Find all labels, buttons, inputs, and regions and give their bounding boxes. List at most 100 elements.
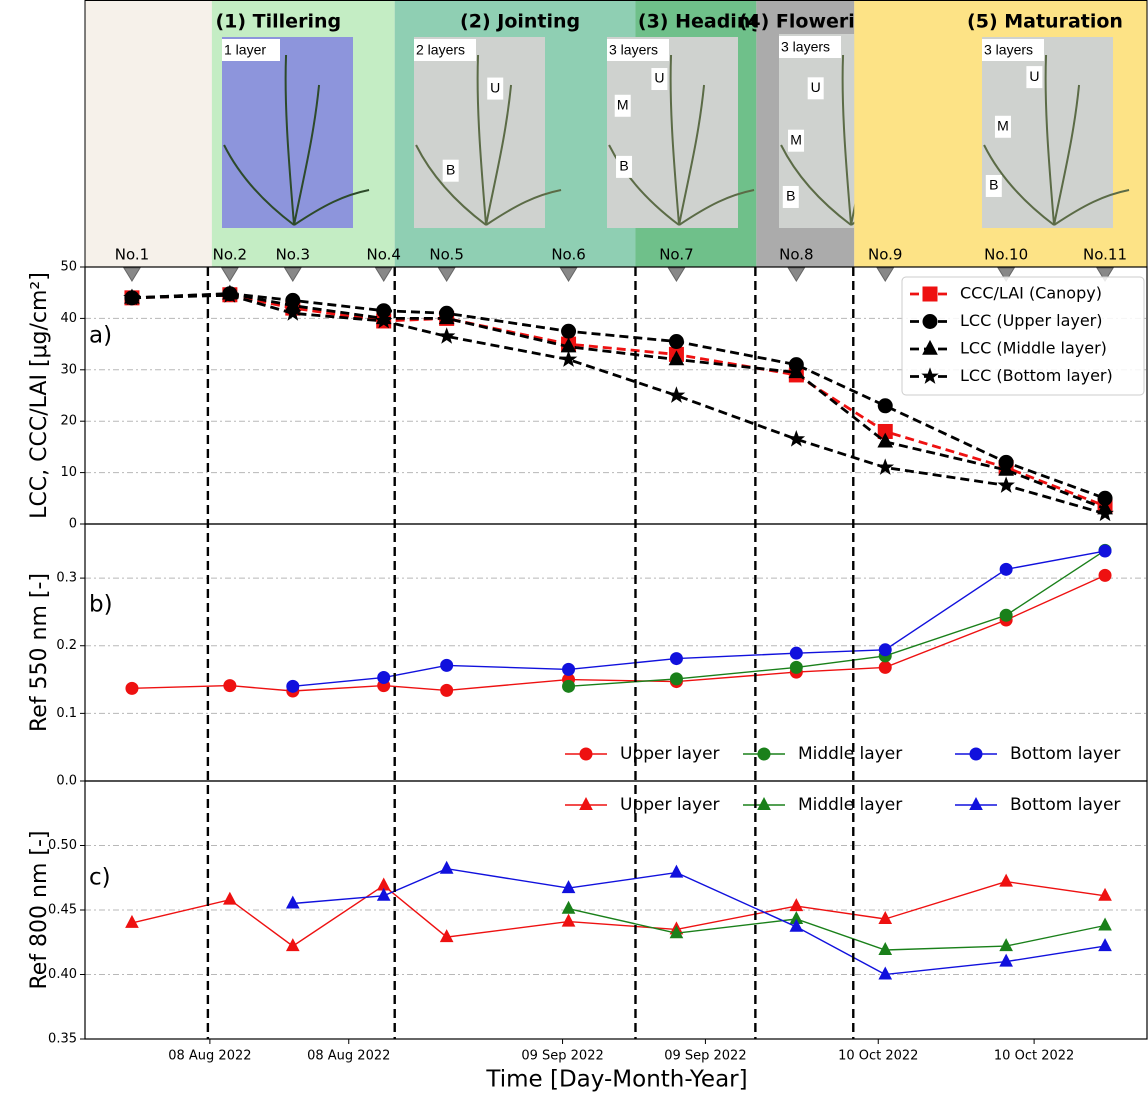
x-tick-label: 10 Oct 2022 bbox=[994, 1049, 1074, 1064]
y-tick-label: 0.50 bbox=[48, 838, 77, 853]
marker bbox=[878, 399, 892, 413]
y-tick-label: 0.0 bbox=[56, 774, 77, 789]
sample-label: No.3 bbox=[276, 246, 310, 264]
marker bbox=[1000, 609, 1012, 621]
photo-letter: U bbox=[811, 79, 821, 95]
y-tick-label: 0.40 bbox=[48, 967, 77, 982]
photo-letter: U bbox=[490, 79, 500, 95]
marker bbox=[669, 388, 684, 402]
marker bbox=[1099, 545, 1111, 557]
plot-layer: 01020304050LCC, CCC/LAI [μg/cm²]a)No.1No… bbox=[27, 246, 1147, 1093]
panel-label: c) bbox=[89, 865, 111, 891]
marker bbox=[580, 798, 592, 809]
y-tick-label: 0.1 bbox=[56, 706, 77, 721]
y-tick-label: 40 bbox=[60, 311, 77, 326]
marker bbox=[879, 661, 891, 673]
legend-label: Bottom layer bbox=[1010, 744, 1120, 764]
y-tick-label: 0.3 bbox=[56, 571, 77, 586]
marker bbox=[563, 902, 575, 913]
series-line bbox=[569, 909, 1106, 950]
marker bbox=[670, 653, 682, 665]
stage-name: (1) Tillering bbox=[215, 11, 341, 33]
sample-marker bbox=[285, 268, 301, 281]
series-line bbox=[132, 882, 1105, 947]
sample-marker bbox=[124, 268, 140, 281]
legend-label: Middle layer bbox=[798, 795, 902, 815]
marker bbox=[923, 287, 937, 301]
sample-marker bbox=[668, 268, 684, 281]
marker bbox=[1099, 569, 1111, 581]
legend-label: LCC (Upper layer) bbox=[960, 311, 1103, 330]
x-tick-label: 08 Aug 2022 bbox=[307, 1049, 390, 1064]
marker bbox=[923, 315, 937, 329]
marker bbox=[790, 647, 802, 659]
marker bbox=[1099, 919, 1111, 930]
marker bbox=[563, 663, 575, 675]
photo-letter: B bbox=[446, 161, 455, 177]
x-tick-label: 09 Sep 2022 bbox=[521, 1049, 603, 1064]
series-line bbox=[569, 550, 1106, 686]
y-tick-label: 30 bbox=[60, 362, 77, 377]
marker bbox=[287, 939, 299, 950]
sample-label: No.11 bbox=[1083, 246, 1127, 264]
photo-letter: M bbox=[617, 96, 629, 112]
marker bbox=[758, 798, 770, 809]
photo-label: 3 layers bbox=[609, 42, 658, 58]
marker bbox=[970, 798, 982, 809]
y-tick-label: 50 bbox=[60, 260, 77, 275]
sample-marker bbox=[439, 268, 455, 281]
legend-label: LCC (Bottom layer) bbox=[960, 366, 1113, 385]
y-tick-label: 20 bbox=[60, 414, 77, 429]
sample-marker bbox=[222, 268, 238, 281]
marker bbox=[580, 748, 592, 760]
sample-marker bbox=[376, 268, 392, 281]
photo-letter: B bbox=[989, 177, 998, 193]
marker bbox=[758, 748, 770, 760]
sample-label: No.9 bbox=[868, 246, 902, 264]
photo-letter: B bbox=[619, 158, 628, 174]
photo-letter: B bbox=[786, 188, 795, 204]
photo-letter: M bbox=[790, 131, 802, 147]
sample-label: No.1 bbox=[115, 246, 149, 264]
marker bbox=[224, 680, 236, 692]
photo-letter: U bbox=[654, 70, 664, 86]
marker bbox=[879, 644, 891, 656]
stage-name: (5) Maturation bbox=[967, 11, 1123, 33]
panel-label: b) bbox=[89, 592, 113, 618]
sample-label: No.7 bbox=[659, 246, 693, 264]
sample-label: No.5 bbox=[429, 246, 463, 264]
sample-label: No.4 bbox=[366, 246, 400, 264]
x-tick-label: 08 Aug 2022 bbox=[168, 1049, 251, 1064]
marker bbox=[1000, 875, 1012, 886]
panel-frame bbox=[85, 524, 1147, 781]
legend-label: Middle layer bbox=[798, 744, 902, 764]
marker bbox=[970, 748, 982, 760]
figure: 1 layer(1) Tillering2 layersUB(2) Jointi… bbox=[0, 0, 1148, 1095]
y-axis-title: LCC, CCC/LAI [μg/cm²] bbox=[27, 272, 52, 519]
y-tick-label: 10 bbox=[60, 465, 77, 480]
marker bbox=[378, 672, 390, 684]
marker bbox=[287, 680, 299, 692]
marker bbox=[439, 329, 454, 343]
photo-letter: M bbox=[997, 117, 1009, 133]
marker bbox=[224, 893, 236, 904]
series-line bbox=[293, 869, 1105, 975]
photo-label: 3 layers bbox=[984, 42, 1033, 58]
marker bbox=[1000, 563, 1012, 575]
marker bbox=[563, 915, 575, 926]
sample-marker bbox=[561, 268, 577, 281]
marker bbox=[287, 897, 299, 908]
marker bbox=[126, 682, 138, 694]
marker bbox=[670, 673, 682, 685]
marker bbox=[789, 432, 804, 446]
series-line bbox=[293, 551, 1105, 686]
marker bbox=[441, 684, 453, 696]
y-tick-label: 0.2 bbox=[56, 638, 77, 653]
stage-name: (2) Jointing bbox=[460, 11, 580, 33]
marker bbox=[999, 478, 1014, 492]
sample-label: No.6 bbox=[551, 246, 585, 264]
photo-letter: U bbox=[1029, 68, 1039, 84]
sample-marker bbox=[877, 268, 893, 281]
series-line bbox=[132, 575, 1105, 691]
